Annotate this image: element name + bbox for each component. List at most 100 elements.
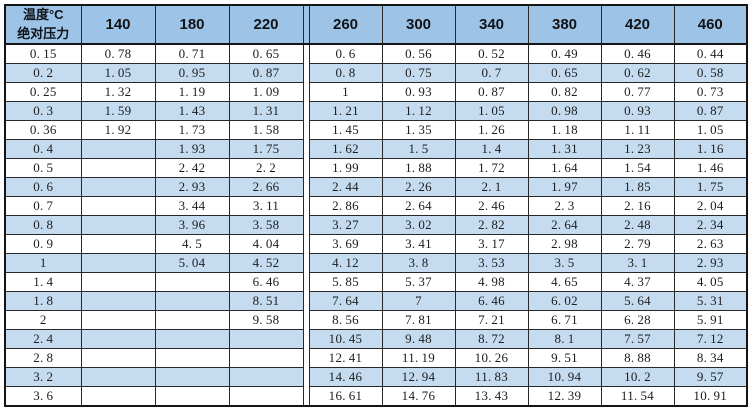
header-row: 温度°C 绝对压力 140 180 220 260 300 340 380 420 460 (4, 4, 748, 45)
value-cell: 2. 48 (600, 215, 675, 235)
value-cell (154, 291, 230, 311)
value-cell: 1. 16 (673, 139, 748, 159)
table-row: 2. 8 12. 41 11. 19 10. 26 9. 51 8. 88 8. 34 (4, 348, 748, 368)
value-cell: 2. 04 (673, 196, 748, 216)
row-pressure-cell: 2 (4, 310, 82, 330)
value-cell: 5. 85 (308, 272, 383, 292)
value-cell: 8. 88 (600, 348, 675, 368)
value-cell: 3. 41 (381, 234, 456, 254)
value-cell (80, 234, 156, 254)
value-cell: 1. 21 (308, 101, 383, 121)
value-cell (80, 291, 156, 311)
table-row: 0. 36 1. 92 1. 73 1. 58 1. 45 1. 35 1. 26 1. 18… (4, 120, 748, 140)
value-cell: 10. 94 (527, 367, 602, 387)
row-pressure-cell: 3. 2 (4, 367, 82, 387)
value-cell: 5. 04 (154, 253, 230, 273)
value-cell: 6. 46 (228, 272, 304, 292)
value-cell: 1. 4 (454, 139, 529, 159)
value-cell: 0. 52 (454, 43, 529, 64)
table-row: 3. 6 16. 61 14. 76 13. 43 12. 39 11. 54 10. 91 (4, 386, 748, 407)
value-cell: 1. 59 (80, 101, 156, 121)
table-row: 3. 2 14. 46 12. 94 11. 83 10. 94 10. 2 9. 57 (4, 367, 748, 387)
value-cell: 4. 37 (600, 272, 675, 292)
value-cell: 2. 63 (673, 234, 748, 254)
value-cell (154, 386, 230, 407)
value-cell: 0. 95 (154, 63, 230, 83)
value-cell: 2. 98 (527, 234, 602, 254)
value-cell: 1. 73 (154, 120, 230, 140)
value-cell: 0. 46 (600, 43, 675, 64)
value-cell: 0. 7 (454, 63, 529, 83)
value-cell: 1. 5 (381, 139, 456, 159)
value-cell: 1. 23 (600, 139, 675, 159)
value-cell (80, 177, 156, 197)
value-cell: 11. 54 (600, 386, 675, 407)
value-cell: 1. 75 (673, 177, 748, 197)
row-pressure-cell: 0. 9 (4, 234, 82, 254)
value-cell: 0. 87 (454, 82, 529, 102)
row-pressure-cell: 1. 8 (4, 291, 82, 311)
value-cell: 8. 51 (228, 291, 304, 311)
value-cell: 7. 64 (308, 291, 383, 311)
value-cell: 0. 87 (673, 101, 748, 121)
value-cell: 5. 31 (673, 291, 748, 311)
value-cell: 0. 56 (381, 43, 456, 64)
value-cell: 1. 88 (381, 158, 456, 178)
value-cell: 2. 44 (308, 177, 383, 197)
column-header-cell: 340 (454, 4, 529, 45)
value-cell: 1. 93 (154, 139, 230, 159)
value-cell: 6. 02 (527, 291, 602, 311)
value-cell: 2. 1 (454, 177, 529, 197)
value-cell (80, 367, 156, 387)
value-cell: 2. 64 (381, 196, 456, 216)
value-cell: 10. 26 (454, 348, 529, 368)
value-cell: 1. 05 (80, 63, 156, 83)
value-cell: 2. 2 (228, 158, 304, 178)
column-header-cell: 260 (308, 4, 383, 45)
table-row: 0. 3 1. 59 1. 43 1. 31 1. 21 1. 12 1. 05 0. 98 0… (4, 101, 748, 121)
value-cell: 3. 17 (454, 234, 529, 254)
row-pressure-cell: 3. 6 (4, 386, 82, 407)
value-cell: 10. 2 (600, 367, 675, 387)
value-cell: 2. 93 (154, 177, 230, 197)
value-cell (154, 310, 230, 330)
value-cell (80, 253, 156, 273)
value-cell: 4. 65 (527, 272, 602, 292)
value-cell: 0. 78 (80, 43, 156, 64)
value-cell: 7 (381, 291, 456, 311)
value-cell: 1. 45 (308, 120, 383, 140)
table-row: 2 9. 58 8. 56 7. 81 7. 21 6. 71 6. 28 5. 91 (4, 310, 748, 330)
table-row: 0. 25 1. 32 1. 19 1. 09 1 0. 93 0. 87 0. 82 0. 7… (4, 82, 748, 102)
table-row: 1. 8 8. 51 7. 64 7 6. 46 6. 02 5. 64 5. 31 (4, 291, 748, 311)
value-cell: 8. 1 (527, 329, 602, 349)
value-cell: 2. 82 (454, 215, 529, 235)
value-cell: 0. 75 (381, 63, 456, 83)
value-cell (80, 272, 156, 292)
value-cell: 2. 3 (527, 196, 602, 216)
value-cell: 0. 98 (527, 101, 602, 121)
value-cell: 3. 5 (527, 253, 602, 273)
value-cell: 1. 26 (454, 120, 529, 140)
value-cell: 3. 53 (454, 253, 529, 273)
value-cell: 4. 52 (228, 253, 304, 273)
row-pressure-cell: 0. 25 (4, 82, 82, 102)
column-header-cell: 220 (228, 4, 304, 45)
value-cell: 12. 94 (381, 367, 456, 387)
value-cell: 0. 93 (381, 82, 456, 102)
column-header-cell: 300 (381, 4, 456, 45)
row-pressure-cell: 0. 7 (4, 196, 82, 216)
value-cell: 14. 46 (308, 367, 383, 387)
table-row: 0. 15 0. 78 0. 71 0. 65 0. 6 0. 56 0. 52 0. 49 0… (4, 43, 748, 64)
value-cell: 3. 44 (154, 196, 230, 216)
value-cell: 11. 19 (381, 348, 456, 368)
table-row: 0. 8 3. 96 3. 58 3. 27 3. 02 2. 82 2. 64 2. 48 2… (4, 215, 748, 235)
table-body: 0. 15 0. 78 0. 71 0. 65 0. 6 0. 56 0. 52 0. 49 0… (4, 43, 748, 407)
value-cell: 1. 19 (154, 82, 230, 102)
table-row: 0. 4 1. 93 1. 75 1. 62 1. 5 1. 4 1. 31 1. 23 1. … (4, 139, 748, 159)
value-cell: 0. 49 (527, 43, 602, 64)
value-cell (80, 196, 156, 216)
value-cell: 1. 85 (600, 177, 675, 197)
value-cell: 1. 92 (80, 120, 156, 140)
value-cell: 1. 99 (308, 158, 383, 178)
column-header-cell: 380 (527, 4, 602, 45)
